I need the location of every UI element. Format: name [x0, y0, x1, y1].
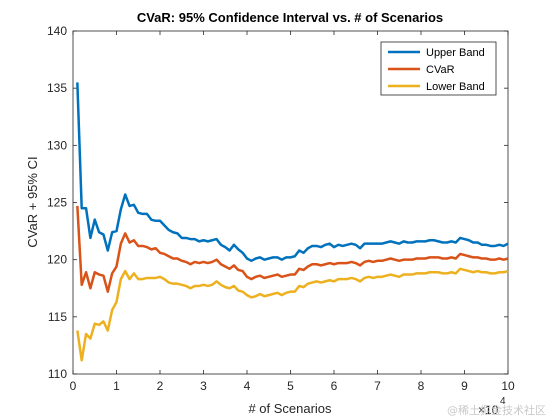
x-tick-label: 1	[113, 379, 120, 393]
y-tick-label: 140	[47, 24, 67, 38]
y-tick-label: 110	[48, 367, 67, 381]
x-tick-label: 4	[244, 379, 251, 393]
x-tick-label: 8	[418, 379, 425, 393]
legend-label-cvar: CVaR	[426, 64, 455, 76]
x-exponent-power: 4	[500, 396, 506, 407]
series-lines	[76, 82, 509, 362]
series-line-cvar	[76, 205, 509, 293]
x-tick-label: 0	[70, 379, 77, 393]
y-tick-label: 135	[47, 81, 67, 95]
y-tick-label: 130	[47, 138, 67, 152]
y-tick-label: 125	[47, 196, 67, 210]
legend-label-upper-band: Upper Band	[426, 47, 485, 59]
series-line-upper-band	[76, 82, 509, 263]
watermark: @稀土掘金技术社区	[447, 403, 546, 417]
x-axis: 0 1 2 3 4 5 6 7 8 9 10	[70, 31, 515, 393]
x-axis-exponent: ×10 4	[478, 396, 506, 417]
x-tick-label: 3	[200, 379, 207, 393]
x-tick-label: 7	[374, 379, 381, 393]
series-line-lower-band	[76, 267, 509, 362]
legend-label-lower-band: Lower Band	[426, 81, 485, 93]
x-tick-label: 2	[157, 379, 164, 393]
x-tick-label: 5	[287, 379, 294, 393]
x-tick-label: 6	[331, 379, 338, 393]
y-tick-label: 115	[48, 310, 67, 324]
legend: Upper Band CVaR Lower Band	[380, 41, 497, 96]
x-axis-label: # of Scenarios	[248, 401, 332, 416]
x-tick-label: 10	[501, 379, 515, 393]
x-tick-label: 9	[461, 379, 468, 393]
chart-title: CVaR: 95% Confidence Interval vs. # of S…	[137, 10, 443, 25]
y-axis: 110 115 120 125 130 135 140	[47, 24, 508, 381]
y-tick-label: 120	[47, 253, 67, 267]
y-axis-label: CVaR + 95% CI	[25, 156, 40, 247]
x-exponent-base: ×10	[478, 403, 499, 417]
